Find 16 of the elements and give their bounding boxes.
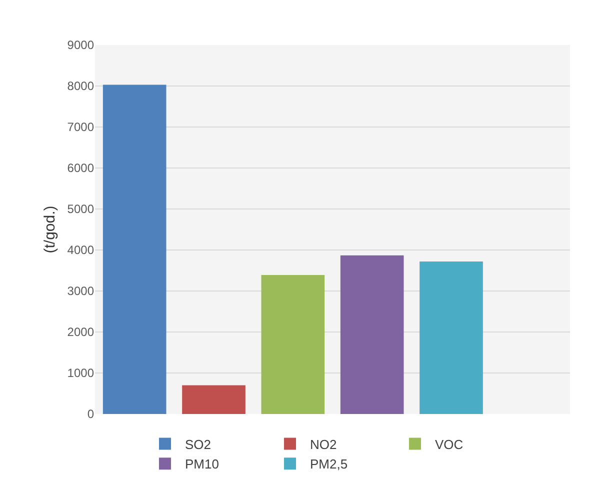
legend-label: PM10 [185, 456, 219, 472]
y-tick-label: 0 [87, 407, 94, 422]
y-tick-label: 8000 [67, 79, 94, 94]
y-tick-label: 4000 [67, 243, 94, 258]
y-tick-label: 1000 [67, 366, 94, 380]
legend-label: VOC [435, 436, 464, 452]
y-tick-label: 7000 [67, 120, 94, 134]
y-tick-label: 9000 [67, 38, 94, 52]
legend-label: PM2,5 [310, 456, 348, 472]
y-axis-title: (t/god.) [42, 206, 59, 254]
y-tick-label: 6000 [67, 161, 94, 176]
legend-label: SO2 [185, 436, 212, 452]
y-tick-label: 3000 [67, 284, 94, 298]
y-tick-label: 5000 [67, 202, 94, 216]
y-tick-label: 2000 [67, 325, 94, 340]
legend-label: NO2 [310, 436, 337, 452]
